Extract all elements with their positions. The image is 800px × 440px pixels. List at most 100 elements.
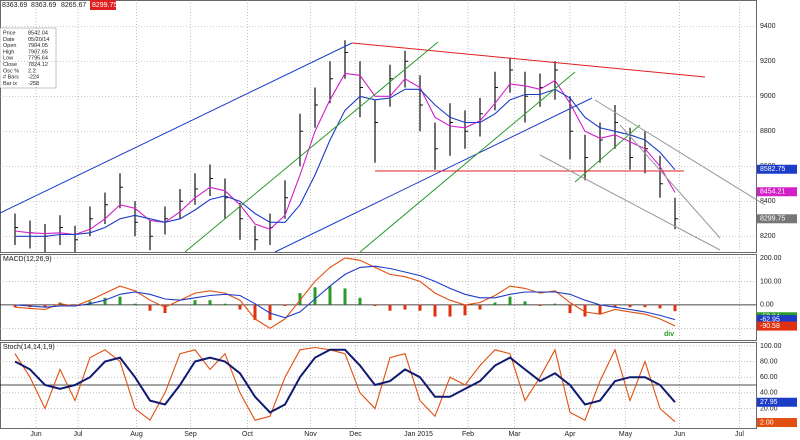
y-tick-label: 9000 — [760, 93, 776, 100]
panel-title: MACD(12,26,9) — [3, 256, 52, 263]
series-line — [14, 348, 676, 414]
histogram-bar — [298, 293, 302, 305]
value-flag — [757, 321, 797, 331]
header: 8363.69 8363.69 8265.67 8299.75 — [2, 0, 117, 10]
histogram-bar — [373, 304, 377, 307]
header-value: 8363.69 — [31, 2, 56, 9]
x-tick-label: Dec — [349, 431, 362, 438]
info-value: 7907.65 — [28, 49, 48, 55]
x-tick-label: Jan 2015 — [404, 431, 433, 438]
value-flag-label: 8299.75 — [760, 216, 785, 223]
info-label: Osc % — [3, 68, 19, 74]
trendline — [0, 42, 353, 214]
histogram-bar — [448, 304, 452, 317]
info-value: 2.2 — [28, 68, 36, 74]
histogram-bar — [508, 296, 512, 305]
value-flag — [757, 214, 797, 224]
info-label: Bar ix — [3, 81, 17, 87]
histogram-bar — [148, 304, 152, 311]
histogram-bar — [598, 304, 602, 315]
y-tick-label: 60.00 — [760, 374, 778, 381]
info-label: Low — [3, 56, 13, 62]
histogram-bar — [493, 302, 497, 305]
value-flag — [757, 315, 797, 325]
info-box — [0, 27, 57, 89]
x-tick-label: Jun — [674, 431, 685, 438]
panels — [0, 0, 757, 429]
x-tick-label: Oct — [242, 431, 253, 438]
histogram-bar — [463, 304, 467, 316]
info-value: 7795.64 — [28, 56, 48, 62]
histogram-bar — [313, 287, 317, 305]
histogram-bar — [328, 286, 332, 305]
x-tick-label: Jun — [30, 431, 41, 438]
histogram-bar — [238, 304, 242, 310]
info-label: # Bars — [3, 75, 19, 81]
histogram-bar — [133, 303, 137, 305]
histogram-bar — [103, 297, 107, 305]
stoch-panel — [0, 342, 757, 429]
trendline — [351, 42, 706, 78]
histogram-bar — [643, 304, 647, 308]
macd-panel — [0, 254, 757, 341]
histogram-bar — [388, 304, 392, 311]
value-flag — [757, 164, 797, 174]
info-label: Price — [3, 30, 16, 36]
x-tick-label: Feb — [462, 431, 474, 438]
y-tick-label: 80.00 — [760, 358, 778, 365]
y-tick-label: 8400 — [760, 198, 776, 205]
annotation: div — [664, 331, 674, 338]
histogram-bar — [568, 304, 572, 314]
info-label: High — [3, 49, 14, 55]
histogram-bar — [88, 301, 92, 305]
value-flag — [757, 397, 797, 407]
value-flag — [757, 187, 797, 197]
histogram-bar — [43, 304, 47, 308]
trendline — [274, 97, 593, 253]
info-value: -258 — [28, 81, 39, 87]
panel-title: Stoch(14,14,1,9) — [3, 344, 55, 351]
channel-line — [619, 124, 721, 239]
header-value: 8265.67 — [61, 2, 86, 9]
trendlines — [0, 41, 766, 253]
histogram-bar — [193, 300, 197, 305]
histogram-bar — [118, 296, 122, 305]
histogram-bar — [358, 297, 362, 305]
info-value: -224 — [28, 75, 39, 81]
histogram-bar — [13, 304, 17, 308]
channel-line — [594, 99, 766, 206]
y-tick-label: 8200 — [760, 233, 776, 240]
y-tick-label: 200.00 — [760, 255, 782, 262]
value-flag-label: 8454.21 — [760, 189, 785, 196]
info-label: Close — [3, 62, 17, 68]
histogram-bar — [163, 304, 167, 314]
series-line — [14, 257, 676, 329]
x-tick-label: Sep — [184, 431, 197, 438]
histogram-bar — [658, 304, 662, 309]
value-flag-label: 2.00 — [760, 419, 774, 426]
value-flag-label: -62.95 — [760, 316, 780, 323]
y-tick-label: 9200 — [760, 58, 776, 65]
series-line — [14, 346, 676, 423]
y-tick-label: 40.00 — [760, 390, 778, 397]
x-tick-label: Aug — [130, 431, 143, 438]
y-tick-label: 20.00 — [760, 405, 778, 412]
histogram-bar — [628, 304, 632, 308]
y-tick-label: 8800 — [760, 128, 776, 135]
histogram-bar — [208, 300, 212, 305]
histogram-bar — [538, 304, 542, 307]
histogram-bar — [523, 301, 527, 305]
info-value: 7904.05 — [28, 43, 48, 49]
histogram-bar — [433, 304, 437, 317]
header-box — [90, 0, 116, 10]
value-flag — [757, 418, 797, 428]
info-label: Date — [3, 37, 15, 43]
info-value: 7824.12 — [28, 62, 48, 68]
histogram-bar — [418, 304, 422, 311]
series-line — [15, 88, 676, 237]
y-tick-label: 0.00 — [760, 302, 774, 309]
x-tick-label: May — [619, 431, 633, 438]
info-value: 05/20/14 — [28, 37, 49, 43]
trendline — [574, 124, 641, 183]
header-value: 8363.69 — [2, 2, 27, 9]
